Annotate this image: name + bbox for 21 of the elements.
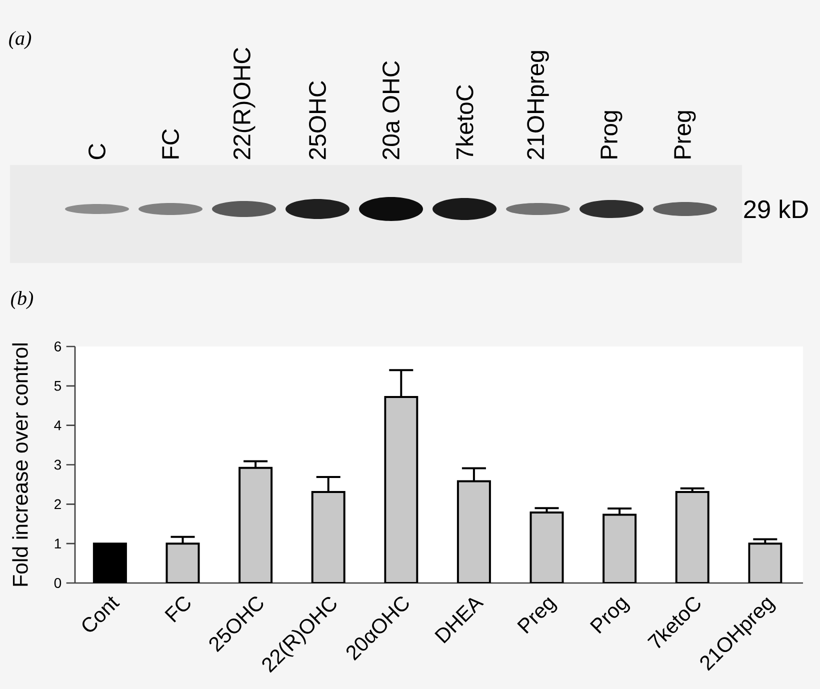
y-tick-label: 0 — [54, 578, 62, 588]
y-tick-label: 1 — [54, 538, 61, 548]
category-label: 22(R)OHC — [232, 48, 256, 160]
category-label: 20a OHC — [382, 61, 400, 160]
y-axis-title: Fold increase over control — [12, 344, 28, 586]
y-tick-label: 5 — [54, 381, 62, 391]
y-tick-label: 6 — [54, 342, 62, 352]
text: (a) — [9, 30, 32, 50]
category-label: Prog — [600, 111, 622, 158]
y-tick-label: 4 — [54, 420, 62, 430]
category-label: C — [88, 144, 106, 160]
category-label: 21OHpreg — [527, 51, 549, 160]
text: 29 kD — [744, 200, 808, 218]
y-tick-label: 3 — [54, 460, 62, 470]
category-label: Preg — [674, 111, 696, 158]
y-tick-label: 2 — [54, 499, 61, 510]
x-tick-label: FC — [164, 596, 190, 622]
category-label: 7ketoC — [456, 85, 474, 160]
category-label: 25OHC — [308, 81, 326, 160]
category-label: FC — [162, 129, 179, 158]
chart-title: (b) — [11, 290, 34, 310]
